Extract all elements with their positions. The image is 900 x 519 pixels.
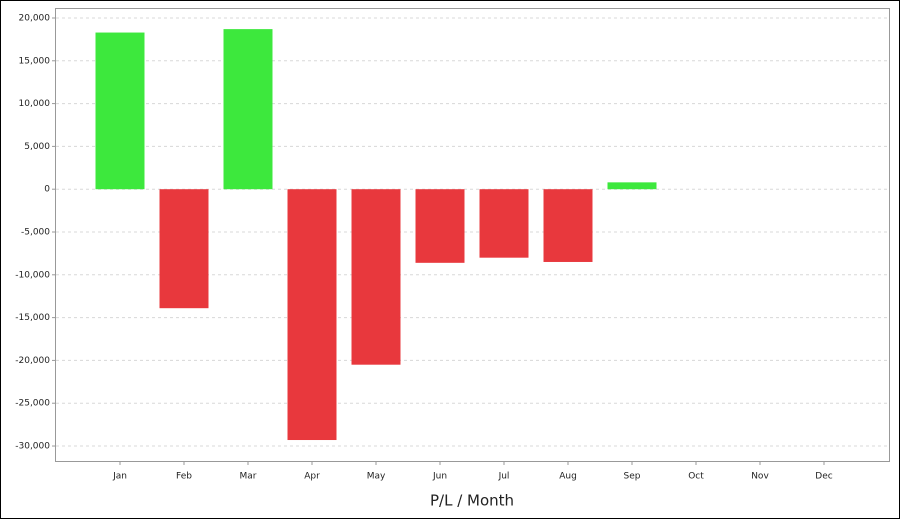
bar: [287, 189, 337, 441]
x-tick-label: Dec: [815, 472, 832, 482]
y-tick-label: 15,000: [19, 56, 51, 66]
bar: [479, 189, 529, 258]
x-tick-label: Aug: [559, 472, 577, 482]
x-tick-label: Jun: [432, 472, 447, 482]
y-tick-label: 0: [44, 185, 50, 195]
y-tick-label: -5,000: [21, 228, 50, 238]
y-tick-label: -25,000: [15, 399, 50, 409]
bar: [415, 189, 465, 263]
y-tick-label: 20,000: [19, 13, 51, 23]
x-tick-label: Sep: [624, 472, 641, 482]
x-tick-label: Jul: [498, 472, 510, 482]
bar: [95, 32, 145, 190]
bar: [223, 29, 273, 190]
x-tick-label: Jan: [112, 472, 127, 482]
y-tick-label: -20,000: [15, 356, 50, 366]
y-tick-label: -15,000: [15, 313, 50, 323]
bar: [543, 189, 593, 262]
x-tick-label: Mar: [240, 472, 257, 482]
y-tick-label: 10,000: [19, 99, 51, 109]
y-tick-label: -10,000: [15, 270, 50, 280]
x-axis-label: P/L / Month: [430, 492, 514, 510]
y-tick-label: -30,000: [15, 442, 50, 452]
x-tick-label: May: [367, 472, 386, 482]
x-tick-label: Nov: [751, 472, 769, 482]
bar: [159, 189, 209, 309]
x-tick-label: Feb: [176, 472, 192, 482]
bar: [351, 189, 401, 365]
x-tick-label: Apr: [304, 472, 320, 482]
y-tick-label: 5,000: [24, 142, 50, 152]
bar: [607, 182, 657, 190]
x-tick-label: Oct: [688, 472, 704, 482]
